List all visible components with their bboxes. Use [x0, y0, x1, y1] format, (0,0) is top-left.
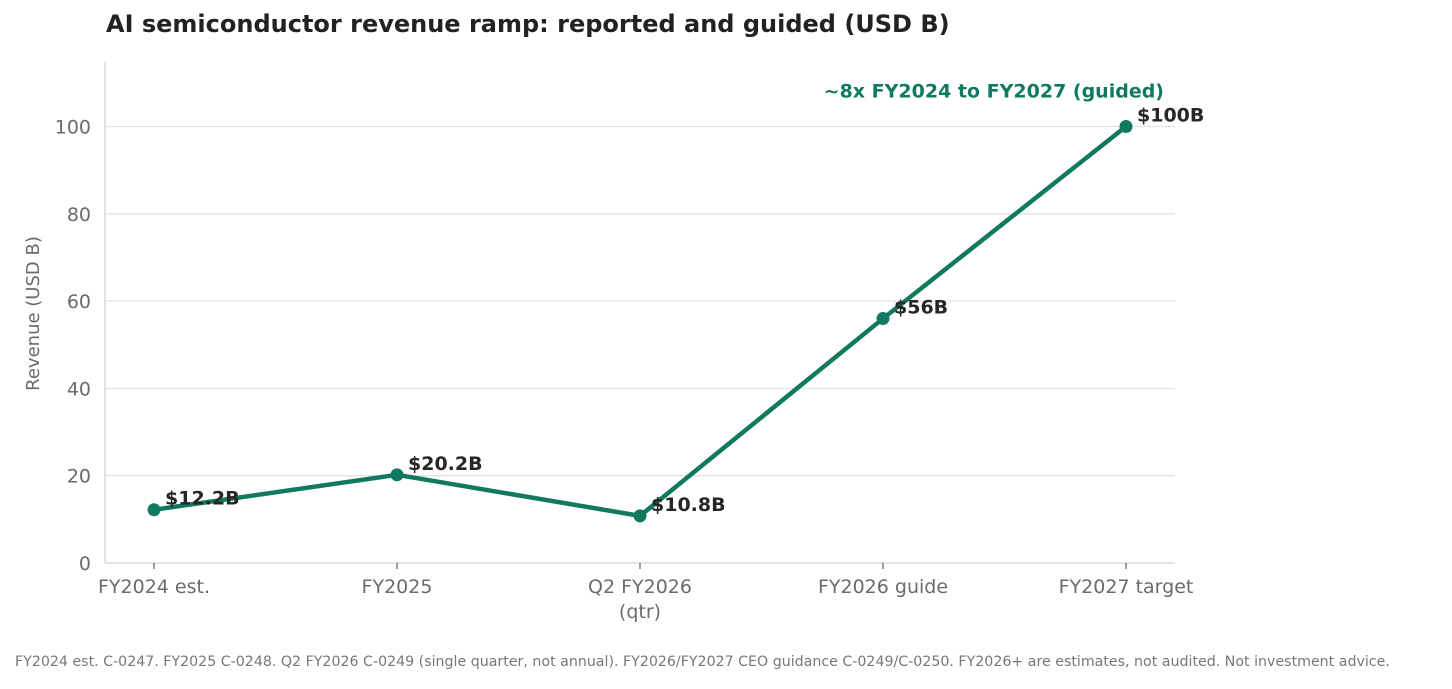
x-tick-label: FY2024 est. [98, 576, 210, 598]
x-tick-label-line: FY2024 est. [98, 576, 210, 598]
y-tick-label: 40 [67, 378, 91, 400]
x-tick-label-line: FY2027 target [1059, 576, 1194, 598]
data-point [633, 509, 647, 523]
x-tick-label: Q2 FY2026 (qtr) [588, 576, 692, 623]
x-tick-label-line: FY2026 guide [818, 576, 948, 598]
data-point [1119, 120, 1133, 133]
y-tick-label: 20 [67, 466, 91, 488]
y-axis-label: Revenue (USD B) [23, 236, 44, 391]
y-tick-labels: 0 20 40 60 80 100 [55, 117, 91, 576]
data-label: $12.2B [165, 488, 240, 510]
x-tick-label-line: (qtr) [619, 601, 661, 623]
chart-title: AI semiconductor revenue ramp: reported … [106, 10, 950, 38]
data-label: $10.8B [651, 494, 726, 516]
data-label: $56B [894, 297, 948, 319]
axes [104, 62, 1175, 569]
series-line [151, 124, 1129, 519]
data-point [876, 312, 890, 326]
data-label: $100B [1137, 105, 1204, 127]
data-point [390, 468, 404, 482]
x-tick-label: FY2027 target [1059, 576, 1194, 598]
x-tick-label: FY2025 [362, 576, 433, 598]
y-tick-label: 80 [67, 204, 91, 226]
data-point [147, 503, 161, 517]
data-label: $20.2B [408, 453, 483, 475]
data-points [147, 120, 1133, 523]
gridlines [105, 125, 1175, 477]
y-tick-label: 100 [55, 117, 91, 139]
growth-annotation: ~8x FY2024 to FY2027 (guided) [824, 81, 1164, 103]
y-tick-label: 60 [67, 291, 91, 313]
data-labels: $12.2B $20.2B $10.8B $56B $100B [165, 105, 1204, 516]
x-tick-label-line: Q2 FY2026 [588, 576, 692, 598]
x-tick-labels: FY2024 est. FY2025 Q2 FY2026 (qtr) FY2026 gu… [98, 576, 1193, 623]
series-line-path [151, 124, 1129, 519]
y-tick-label: 0 [79, 553, 91, 575]
footnote: FY2024 est. C-0247. FY2025 C-0248. Q2 FY… [15, 654, 1390, 670]
x-tick-label: FY2026 guide [818, 576, 948, 598]
x-tick-label-line: FY2025 [362, 576, 433, 598]
